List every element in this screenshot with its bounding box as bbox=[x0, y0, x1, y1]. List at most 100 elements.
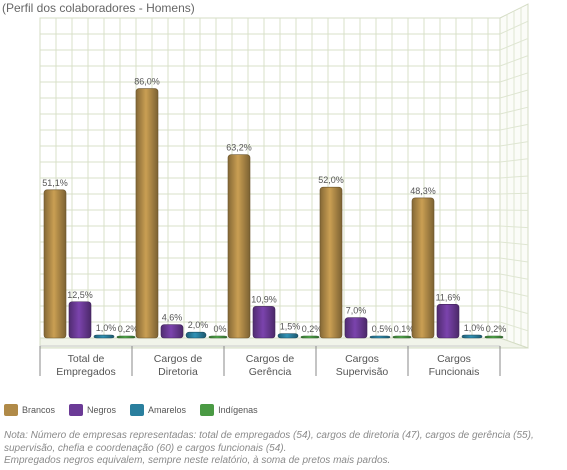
data-label: 1,0% bbox=[96, 323, 117, 333]
bar-body bbox=[43, 189, 67, 339]
bar-body bbox=[300, 335, 320, 339]
x-tick-label: Total de bbox=[68, 353, 105, 365]
gridline-side-horizontal bbox=[499, 55, 529, 67]
data-label: 1,5% bbox=[280, 322, 301, 332]
bar-body bbox=[252, 306, 276, 339]
bar-body bbox=[208, 335, 228, 339]
gridline-side-horizontal bbox=[499, 289, 529, 297]
bar-body bbox=[369, 335, 391, 339]
data-label: 63,2% bbox=[226, 143, 252, 153]
bar-amarelos: 1,0% bbox=[461, 323, 484, 339]
data-label: 86,0% bbox=[134, 77, 160, 87]
gridline-side-horizontal bbox=[499, 158, 529, 163]
gridline-side-horizontal bbox=[499, 141, 529, 147]
bar-negros: 12,5% bbox=[67, 290, 93, 339]
bar-body bbox=[319, 186, 343, 339]
footnote: Nota: Número de empresas representadas: … bbox=[4, 430, 564, 468]
data-label: 10,9% bbox=[251, 294, 277, 304]
footnote-line-2: Empregados negros equivalem, sempre nest… bbox=[4, 455, 391, 466]
legend: Brancos Negros Amarelos Indígenas bbox=[4, 404, 258, 416]
gridline-side-horizontal bbox=[499, 37, 529, 51]
bar-brancos: 63,2% bbox=[226, 143, 252, 339]
legend-item-brancos: Brancos bbox=[4, 404, 55, 416]
data-label: 0,2% bbox=[302, 324, 323, 334]
legend-label-indigenas: Indígenas bbox=[218, 405, 258, 415]
legend-item-indigenas: Indígenas bbox=[200, 404, 258, 416]
data-label: 0% bbox=[213, 324, 226, 334]
x-tick-label: Cargos de bbox=[246, 353, 295, 365]
bar-body bbox=[277, 333, 299, 339]
legend-item-negros: Negros bbox=[69, 404, 116, 416]
data-label: 0,1% bbox=[394, 324, 415, 334]
bar-body bbox=[227, 154, 251, 339]
data-label: 52,0% bbox=[318, 175, 344, 185]
bar-body bbox=[160, 324, 184, 339]
x-tick-label: Supervisão bbox=[336, 366, 389, 378]
legend-label-amarelos: Amarelos bbox=[148, 405, 187, 415]
legend-swatch-amarelos bbox=[130, 404, 145, 416]
bar-body bbox=[135, 88, 159, 339]
gridline-side-horizontal bbox=[499, 106, 529, 115]
bar-amarelos: 2,0% bbox=[185, 320, 209, 339]
gridline-side-horizontal bbox=[499, 321, 529, 332]
bar-amarelos: 1,5% bbox=[277, 322, 301, 339]
gridline-side-horizontal bbox=[499, 20, 529, 35]
bar-body bbox=[185, 331, 207, 339]
gridline-side-horizontal bbox=[499, 305, 529, 315]
data-label: 2,0% bbox=[188, 320, 209, 330]
gridline-side-horizontal bbox=[499, 273, 529, 280]
x-tick-label: Empregados bbox=[56, 366, 116, 378]
bar-brancos: 48,3% bbox=[410, 186, 436, 339]
bar-negros: 7,0% bbox=[344, 306, 368, 339]
data-label: 0,5% bbox=[372, 324, 393, 334]
legend-swatch-negros bbox=[69, 404, 84, 416]
legend-swatch-brancos bbox=[4, 404, 18, 416]
bar-body bbox=[392, 335, 412, 339]
gridline-side-horizontal bbox=[499, 225, 529, 229]
bar-amarelos: 1,0% bbox=[93, 323, 117, 339]
bar-indígenas: 0,1% bbox=[392, 324, 415, 339]
bar-body bbox=[484, 335, 504, 339]
x-tick-label: Cargos de bbox=[154, 353, 203, 365]
gridline-side-horizontal bbox=[499, 72, 529, 83]
x-tick-label: Cargos bbox=[437, 353, 471, 365]
bar-body bbox=[116, 335, 136, 339]
bar-indígenas: 0% bbox=[208, 324, 228, 339]
gridline-side-horizontal bbox=[499, 192, 529, 195]
bar-body bbox=[461, 334, 483, 339]
data-label: 12,5% bbox=[67, 290, 93, 300]
data-label: 11,6% bbox=[436, 292, 461, 302]
bar-negros: 10,9% bbox=[251, 294, 277, 339]
footnote-line-1: Nota: Número de empresas representadas: … bbox=[4, 430, 534, 454]
bar-negros: 4,6% bbox=[160, 313, 184, 339]
legend-label-negros: Negros bbox=[87, 405, 117, 415]
bar-negros: 11,6% bbox=[436, 292, 461, 339]
bar-body bbox=[436, 304, 460, 339]
data-label: 48,3% bbox=[410, 186, 436, 196]
data-label: 0,2% bbox=[486, 324, 507, 334]
bar-brancos: 86,0% bbox=[134, 77, 160, 339]
bar-body bbox=[93, 334, 115, 339]
bar-body bbox=[344, 317, 368, 339]
x-tick-label: Cargos bbox=[345, 353, 379, 365]
bar-indígenas: 0,2% bbox=[300, 324, 323, 339]
data-label: 0,2% bbox=[118, 324, 139, 334]
data-label: 4,6% bbox=[162, 313, 183, 323]
data-label: 7,0% bbox=[346, 306, 367, 316]
bar-indígenas: 0,2% bbox=[484, 324, 507, 339]
bar-body bbox=[68, 301, 92, 339]
gridline-side-horizontal bbox=[499, 241, 529, 246]
gridline-side-horizontal bbox=[499, 89, 529, 99]
bar-brancos: 51,1% bbox=[42, 178, 68, 339]
bar-body bbox=[411, 197, 435, 339]
bar-amarelos: 0,5% bbox=[369, 324, 393, 339]
gridline-side-horizontal bbox=[499, 257, 529, 263]
legend-label-brancos: Brancos bbox=[22, 405, 56, 415]
legend-swatch-indigenas bbox=[200, 404, 215, 416]
x-tick-label: Diretoria bbox=[158, 366, 198, 378]
data-label: 51,1% bbox=[42, 178, 68, 188]
x-tick-label: Gerência bbox=[249, 366, 292, 378]
bar-brancos: 52,0% bbox=[318, 175, 344, 339]
legend-item-amarelos: Amarelos bbox=[130, 404, 186, 416]
